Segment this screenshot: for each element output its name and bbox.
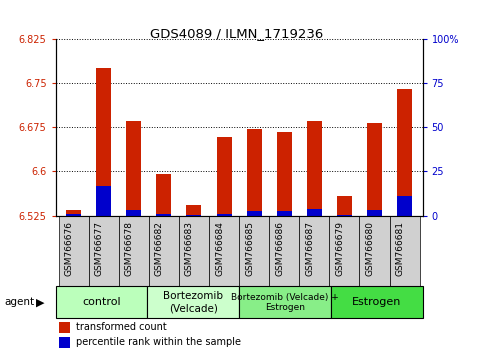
Bar: [337, 215, 352, 216]
Bar: [186, 205, 201, 216]
Text: Bortezomib
(Velcade): Bortezomib (Velcade): [163, 291, 223, 313]
Bar: [126, 121, 142, 216]
Bar: [247, 211, 262, 216]
Text: GSM766685: GSM766685: [245, 221, 254, 276]
Bar: [367, 122, 382, 216]
Bar: [216, 137, 231, 216]
Bar: [89, 216, 119, 286]
Bar: [186, 215, 201, 216]
Bar: [329, 216, 359, 286]
Text: GSM766686: GSM766686: [275, 221, 284, 276]
Bar: [59, 321, 70, 333]
Bar: [56, 286, 147, 318]
Text: Bortezomib (Velcade) +
Estrogen: Bortezomib (Velcade) + Estrogen: [231, 293, 339, 312]
Bar: [269, 216, 299, 286]
Text: GSM766678: GSM766678: [125, 221, 134, 276]
Bar: [389, 216, 420, 286]
Bar: [277, 132, 292, 216]
Bar: [239, 216, 269, 286]
Text: GSM766687: GSM766687: [305, 221, 314, 276]
Bar: [307, 209, 322, 216]
Text: ▶: ▶: [36, 297, 45, 307]
Bar: [337, 196, 352, 216]
Bar: [156, 175, 171, 216]
Bar: [96, 68, 111, 216]
Bar: [66, 214, 81, 216]
Text: GSM766680: GSM766680: [366, 221, 374, 276]
Text: GSM766679: GSM766679: [335, 221, 344, 276]
Text: GSM766676: GSM766676: [65, 221, 73, 276]
Text: transformed count: transformed count: [76, 322, 167, 332]
Bar: [299, 216, 329, 286]
Bar: [331, 286, 423, 318]
Bar: [247, 129, 262, 216]
Bar: [147, 286, 239, 318]
Bar: [209, 216, 239, 286]
Bar: [216, 215, 231, 216]
Text: GSM766681: GSM766681: [396, 221, 405, 276]
Bar: [367, 210, 382, 216]
Text: Estrogen: Estrogen: [352, 297, 401, 307]
Text: agent: agent: [5, 297, 35, 307]
Text: percentile rank within the sample: percentile rank within the sample: [76, 337, 241, 347]
Text: GDS4089 / ILMN_1719236: GDS4089 / ILMN_1719236: [150, 27, 323, 40]
Bar: [126, 210, 142, 216]
Bar: [307, 121, 322, 216]
Bar: [359, 216, 389, 286]
Text: GSM766684: GSM766684: [215, 221, 224, 276]
Text: GSM766677: GSM766677: [95, 221, 104, 276]
Text: control: control: [82, 297, 121, 307]
Bar: [239, 286, 331, 318]
Bar: [397, 196, 412, 216]
Bar: [66, 210, 81, 216]
Bar: [156, 214, 171, 216]
Bar: [277, 211, 292, 216]
Bar: [59, 337, 70, 348]
Bar: [96, 186, 111, 216]
Bar: [58, 216, 89, 286]
Bar: [119, 216, 149, 286]
Bar: [149, 216, 179, 286]
Bar: [397, 89, 412, 216]
Text: GSM766682: GSM766682: [155, 221, 164, 276]
Text: GSM766683: GSM766683: [185, 221, 194, 276]
Bar: [179, 216, 209, 286]
